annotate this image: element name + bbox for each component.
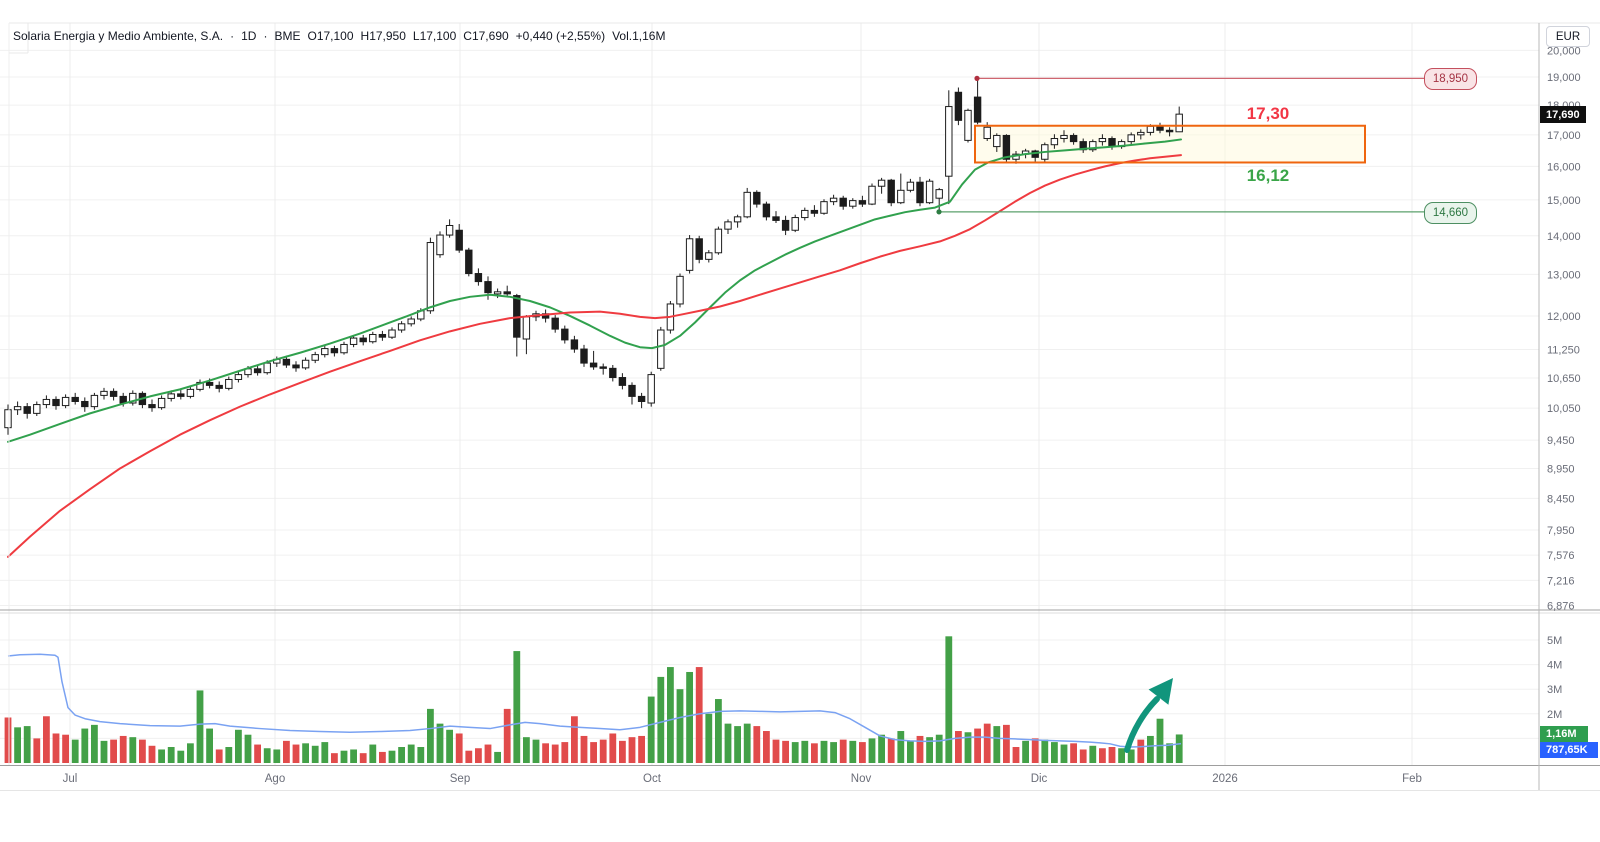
svg-text:17,000: 17,000 bbox=[1547, 130, 1581, 142]
trend-arrow-annotation[interactable] bbox=[1124, 678, 1173, 753]
svg-text:7,216: 7,216 bbox=[1547, 575, 1575, 587]
svg-text:11,250: 11,250 bbox=[1547, 345, 1580, 357]
price-axis-labels: 20,00019,00018,00017,00016,00015,00014,0… bbox=[1547, 45, 1581, 612]
ohlc-close: C17,690 bbox=[463, 29, 509, 43]
svg-text:12,000: 12,000 bbox=[1547, 311, 1581, 323]
svg-text:6,876: 6,876 bbox=[1547, 601, 1575, 613]
svg-text:8,450: 8,450 bbox=[1547, 493, 1575, 505]
svg-text:7,950: 7,950 bbox=[1547, 525, 1575, 537]
last-price-badge: 17,690 bbox=[1540, 106, 1586, 123]
interval-label[interactable]: 1D bbox=[241, 29, 257, 43]
svg-text:19,000: 19,000 bbox=[1547, 72, 1581, 84]
svg-text:20,000: 20,000 bbox=[1547, 45, 1581, 57]
price-axis-drag-area[interactable] bbox=[1540, 23, 1600, 765]
svg-text:Sep: Sep bbox=[450, 773, 470, 785]
volume-bars bbox=[4, 636, 1183, 763]
svg-text:2026: 2026 bbox=[1212, 773, 1238, 785]
currency-button[interactable]: EUR bbox=[1546, 26, 1590, 47]
volume-ma-badge: 787,65K bbox=[1540, 742, 1598, 758]
volume-axis-labels: 5M 4M 3M 2M bbox=[1547, 635, 1562, 721]
svg-text:Oct: Oct bbox=[643, 773, 662, 785]
ohlc-open: O17,100 bbox=[307, 29, 354, 43]
svg-text:Ago: Ago bbox=[265, 773, 285, 785]
volume-value: Vol.1,16M bbox=[612, 29, 666, 43]
range-box-top-label: 17,30 bbox=[1246, 104, 1290, 123]
svg-text:10,650: 10,650 bbox=[1547, 373, 1581, 385]
exchange-label: BME bbox=[274, 29, 301, 43]
svg-text:9,450: 9,450 bbox=[1547, 435, 1575, 447]
support-price-label[interactable]: 14,660 bbox=[1424, 202, 1477, 224]
svg-text:8,950: 8,950 bbox=[1547, 463, 1575, 475]
svg-text:13,000: 13,000 bbox=[1547, 269, 1581, 281]
range-box-bottom-label: 16,12 bbox=[1246, 166, 1290, 185]
price-level-lines[interactable] bbox=[936, 75, 1424, 215]
legend-separator: · bbox=[230, 29, 235, 43]
svg-text:14,000: 14,000 bbox=[1547, 231, 1581, 243]
svg-text:16,000: 16,000 bbox=[1547, 161, 1581, 173]
time-axis-labels: Jul Ago Sep Oct Nov Dic 2026 Feb bbox=[63, 773, 1422, 785]
ohlc-low: L17,100 bbox=[412, 29, 457, 43]
resistance-price-label[interactable]: 18,950 bbox=[1424, 68, 1477, 90]
svg-text:Feb: Feb bbox=[1402, 773, 1422, 785]
svg-text:15,000: 15,000 bbox=[1547, 195, 1581, 207]
pane-borders bbox=[0, 22, 1600, 791]
change-value: +0,440 (+2,55%) bbox=[515, 29, 606, 43]
svg-text:Dic: Dic bbox=[1031, 773, 1048, 785]
time-axis-drag-area[interactable] bbox=[0, 766, 1539, 790]
volume-ma-line bbox=[7, 653, 1182, 748]
gridlines bbox=[0, 23, 1539, 765]
svg-text:2M: 2M bbox=[1547, 709, 1562, 721]
current-volume-badge: 1,16M bbox=[1540, 726, 1588, 742]
legend-separator: · bbox=[263, 29, 268, 43]
svg-text:7,576: 7,576 bbox=[1547, 550, 1575, 562]
symbol-title[interactable]: Solaria Energia y Medio Ambiente, S.A. bbox=[13, 29, 224, 43]
svg-text:5M: 5M bbox=[1547, 635, 1562, 647]
svg-text:Jul: Jul bbox=[63, 773, 78, 785]
symbol-legend[interactable]: Solaria Energia y Medio Ambiente, S.A. ·… bbox=[13, 28, 665, 44]
ohlc-high: H17,950 bbox=[360, 29, 406, 43]
svg-text:4M: 4M bbox=[1547, 660, 1562, 672]
candlesticks bbox=[4, 78, 1183, 435]
svg-text:10,050: 10,050 bbox=[1547, 403, 1581, 415]
moving-average-lines bbox=[7, 138, 1182, 558]
svg-text:Nov: Nov bbox=[851, 773, 872, 785]
svg-text:3M: 3M bbox=[1547, 684, 1562, 696]
